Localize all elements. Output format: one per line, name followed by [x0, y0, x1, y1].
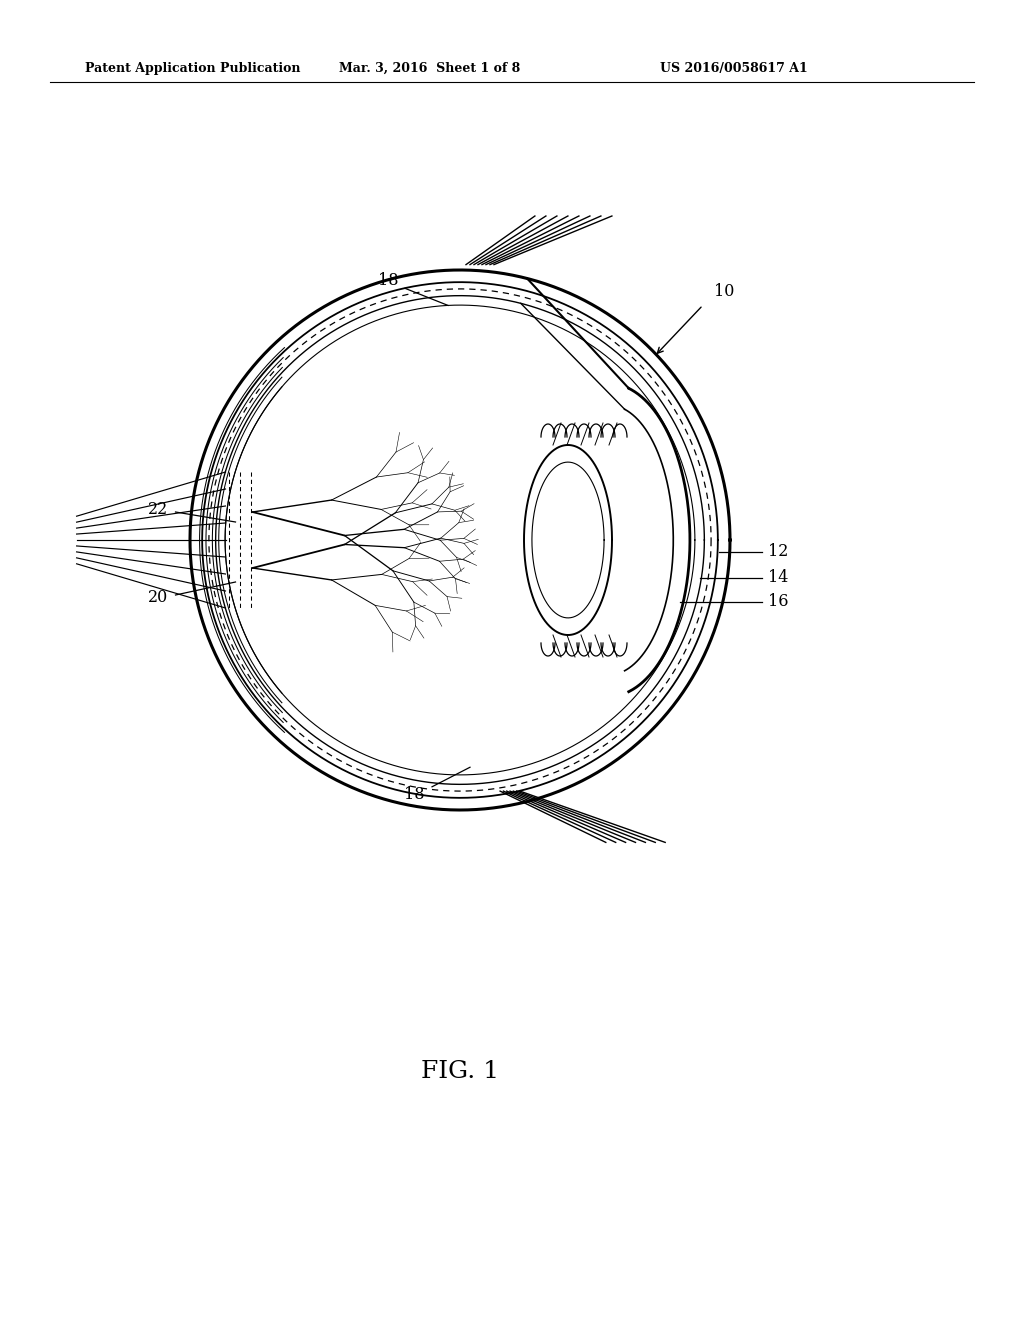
Text: Mar. 3, 2016  Sheet 1 of 8: Mar. 3, 2016 Sheet 1 of 8: [339, 62, 520, 75]
Text: Patent Application Publication: Patent Application Publication: [85, 62, 300, 75]
Text: 22: 22: [148, 502, 169, 519]
Text: 20: 20: [148, 590, 169, 606]
Text: FIG. 1: FIG. 1: [421, 1060, 499, 1082]
Text: 12: 12: [768, 544, 788, 561]
Text: US 2016/0058617 A1: US 2016/0058617 A1: [660, 62, 808, 75]
Text: 16: 16: [768, 594, 788, 610]
Text: 18: 18: [404, 785, 425, 803]
Text: 18: 18: [378, 272, 398, 289]
Text: 10: 10: [714, 282, 734, 300]
Text: 14: 14: [768, 569, 788, 586]
